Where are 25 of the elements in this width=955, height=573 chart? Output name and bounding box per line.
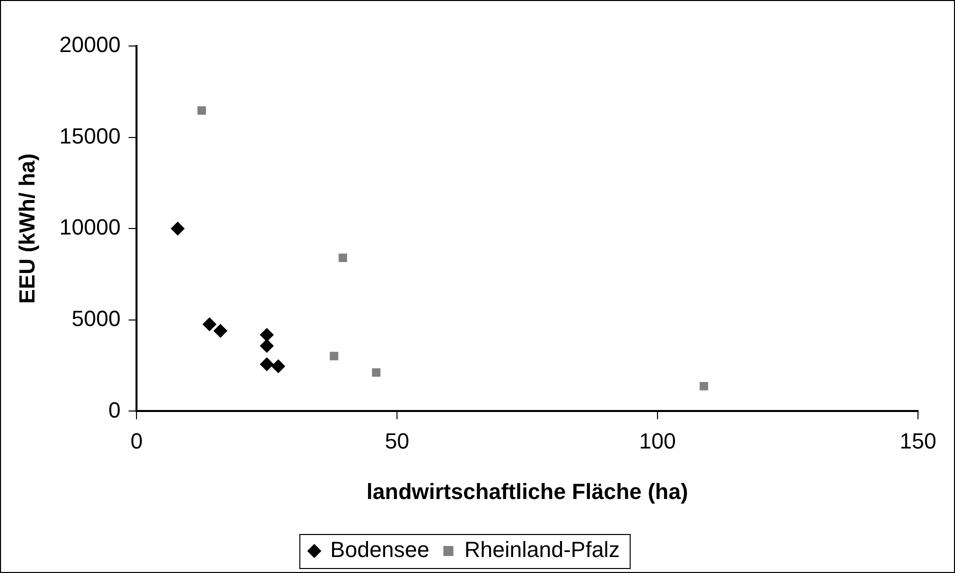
point <box>260 328 274 342</box>
point <box>197 106 206 115</box>
point <box>330 352 338 360</box>
point <box>338 254 348 262</box>
y-tick-label: 20000 <box>59 32 121 58</box>
x-tick-label: 100 <box>639 428 676 454</box>
y-tick-label: 5000 <box>72 306 121 331</box>
point <box>271 359 286 374</box>
point <box>372 368 380 377</box>
x-tick-label: 50 <box>384 428 410 454</box>
legend-label: Rheinland-Pfalz <box>464 537 620 562</box>
legend-label: Bodensee <box>330 537 430 562</box>
x-axis-title: landwirtschaftliche Fläche (ha) <box>366 478 688 504</box>
point <box>260 338 274 353</box>
point <box>700 382 708 390</box>
y-axis-title: EEU (kWh/ ha) <box>14 153 40 304</box>
y-tick-label: 0 <box>108 397 121 422</box>
y-tick-label: 10000 <box>59 214 121 240</box>
point <box>170 222 185 236</box>
point <box>260 357 274 372</box>
point <box>213 324 228 338</box>
x-tick-label: 0 <box>130 428 143 454</box>
point <box>202 317 217 332</box>
y-tick-label: 15000 <box>59 123 121 148</box>
x-tick-label: 150 <box>900 428 936 454</box>
